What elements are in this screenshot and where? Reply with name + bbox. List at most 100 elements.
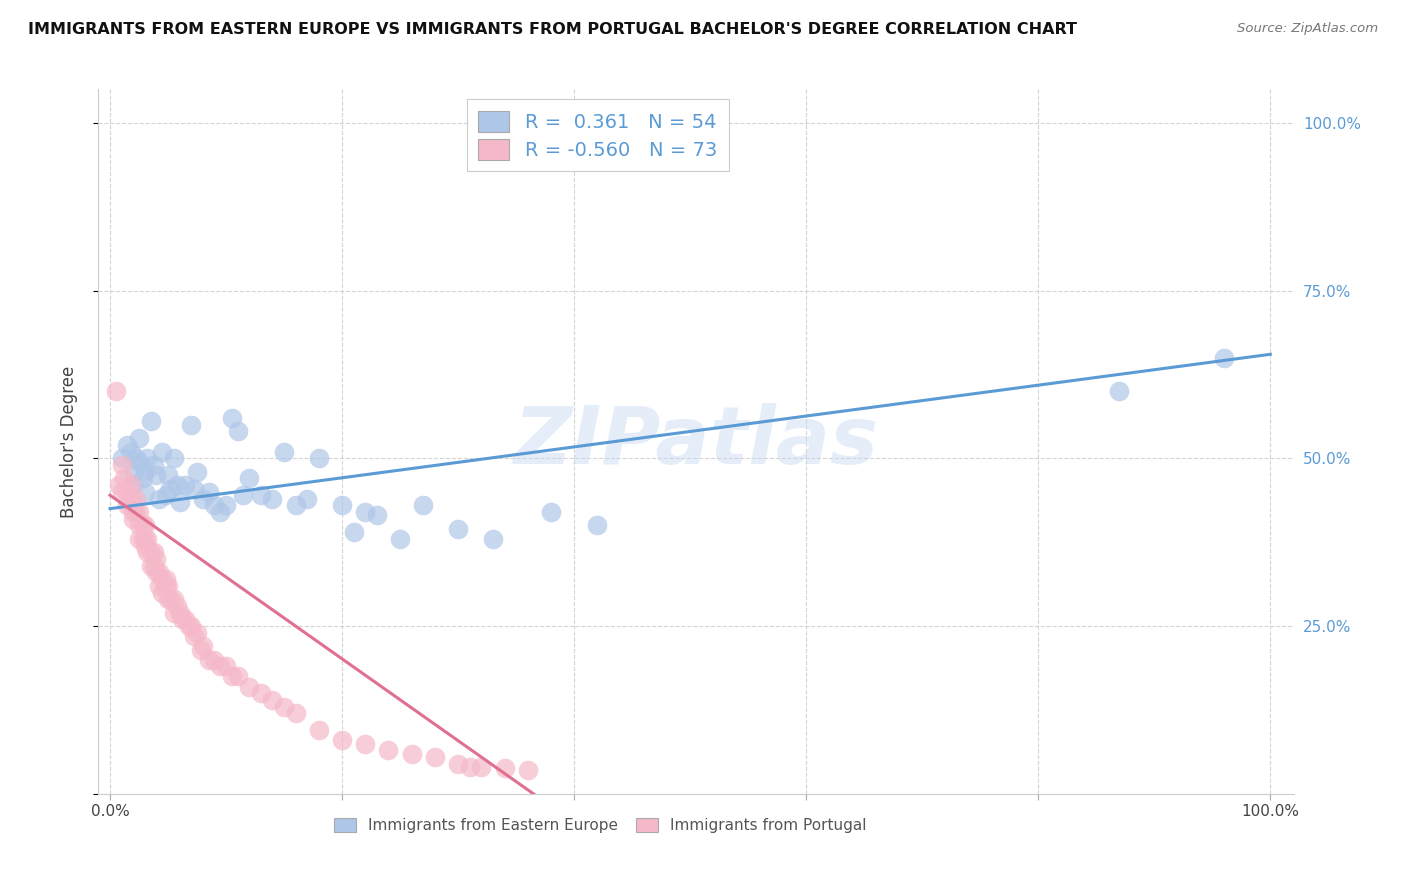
Point (586, 518, 609, 533)
Point (150, 585, 173, 599)
Text: Source: ZipAtlas.com: Source: ZipAtlas.com (1237, 22, 1378, 36)
Point (150, 572, 173, 586)
Point (423, 750, 446, 764)
Point (128, 455, 150, 469)
Point (111, 458, 134, 472)
Point (308, 451, 330, 466)
Point (122, 498, 145, 512)
Point (139, 414, 162, 428)
Point (238, 471, 260, 485)
Point (284, 706, 307, 721)
Point (169, 606, 191, 620)
Point (117, 438, 139, 452)
Point (148, 491, 170, 506)
Point (150, 444, 173, 458)
Y-axis label: Bachelor's Degree: Bachelor's Degree (59, 366, 77, 517)
Point (204, 498, 226, 512)
Point (447, 522, 470, 536)
Point (120, 491, 142, 506)
Point (215, 498, 238, 512)
Point (155, 488, 177, 502)
Point (163, 592, 186, 607)
Point (117, 498, 139, 512)
Point (136, 545, 159, 559)
Point (157, 592, 180, 607)
Point (122, 465, 145, 479)
Point (122, 478, 145, 492)
Point (401, 747, 423, 761)
Point (124, 451, 146, 466)
Point (122, 505, 145, 519)
Point (122, 512, 145, 526)
Point (297, 491, 319, 506)
Point (273, 699, 295, 714)
Point (166, 478, 188, 492)
Point (157, 468, 180, 483)
Point (209, 659, 232, 673)
Point (447, 756, 470, 771)
Point (157, 579, 180, 593)
Point (131, 518, 153, 533)
Point (145, 552, 167, 566)
Point (330, 498, 353, 512)
Point (221, 411, 243, 425)
Point (262, 491, 284, 506)
Point (186, 625, 208, 640)
Point (143, 458, 166, 472)
Point (226, 669, 249, 683)
Point (354, 505, 377, 519)
Point (494, 761, 516, 775)
Point (159, 592, 181, 607)
Point (412, 498, 434, 512)
Point (128, 431, 150, 445)
Point (134, 539, 156, 553)
Point (215, 659, 238, 673)
Point (134, 465, 156, 479)
Point (170, 612, 193, 626)
Point (155, 572, 177, 586)
Point (111, 451, 134, 466)
Point (232, 488, 254, 502)
Point (458, 760, 481, 774)
Point (377, 743, 399, 757)
Point (143, 558, 166, 573)
Point (143, 545, 166, 559)
Point (197, 484, 219, 499)
Point (124, 491, 146, 506)
Point (145, 566, 167, 580)
Point (163, 606, 186, 620)
Point (540, 505, 562, 519)
Point (183, 482, 205, 496)
Point (250, 488, 273, 502)
Point (139, 545, 162, 559)
Point (190, 642, 212, 657)
Point (389, 532, 412, 546)
Point (197, 653, 219, 667)
Point (163, 451, 186, 466)
Point (308, 723, 330, 738)
Point (262, 693, 284, 707)
Point (180, 417, 202, 432)
Point (209, 505, 232, 519)
Point (148, 566, 170, 580)
Point (284, 498, 307, 512)
Point (134, 484, 156, 499)
Point (177, 619, 200, 633)
Point (117, 484, 139, 499)
Point (354, 737, 377, 751)
Point (124, 505, 146, 519)
Text: IMMIGRANTS FROM EASTERN EUROPE VS IMMIGRANTS FROM PORTUGAL BACHELOR'S DEGREE COR: IMMIGRANTS FROM EASTERN EUROPE VS IMMIGR… (28, 22, 1077, 37)
Point (186, 465, 208, 479)
Point (148, 579, 170, 593)
Point (111, 484, 134, 499)
Point (155, 579, 177, 593)
Point (136, 451, 159, 466)
Point (191, 491, 214, 506)
Point (366, 508, 388, 523)
Point (343, 525, 366, 540)
Point (470, 760, 492, 774)
Point (204, 653, 226, 667)
Legend: Immigrants from Eastern Europe, Immigrants from Portugal: Immigrants from Eastern Europe, Immigran… (328, 812, 873, 839)
Point (1108, 384, 1130, 399)
Point (128, 518, 150, 533)
